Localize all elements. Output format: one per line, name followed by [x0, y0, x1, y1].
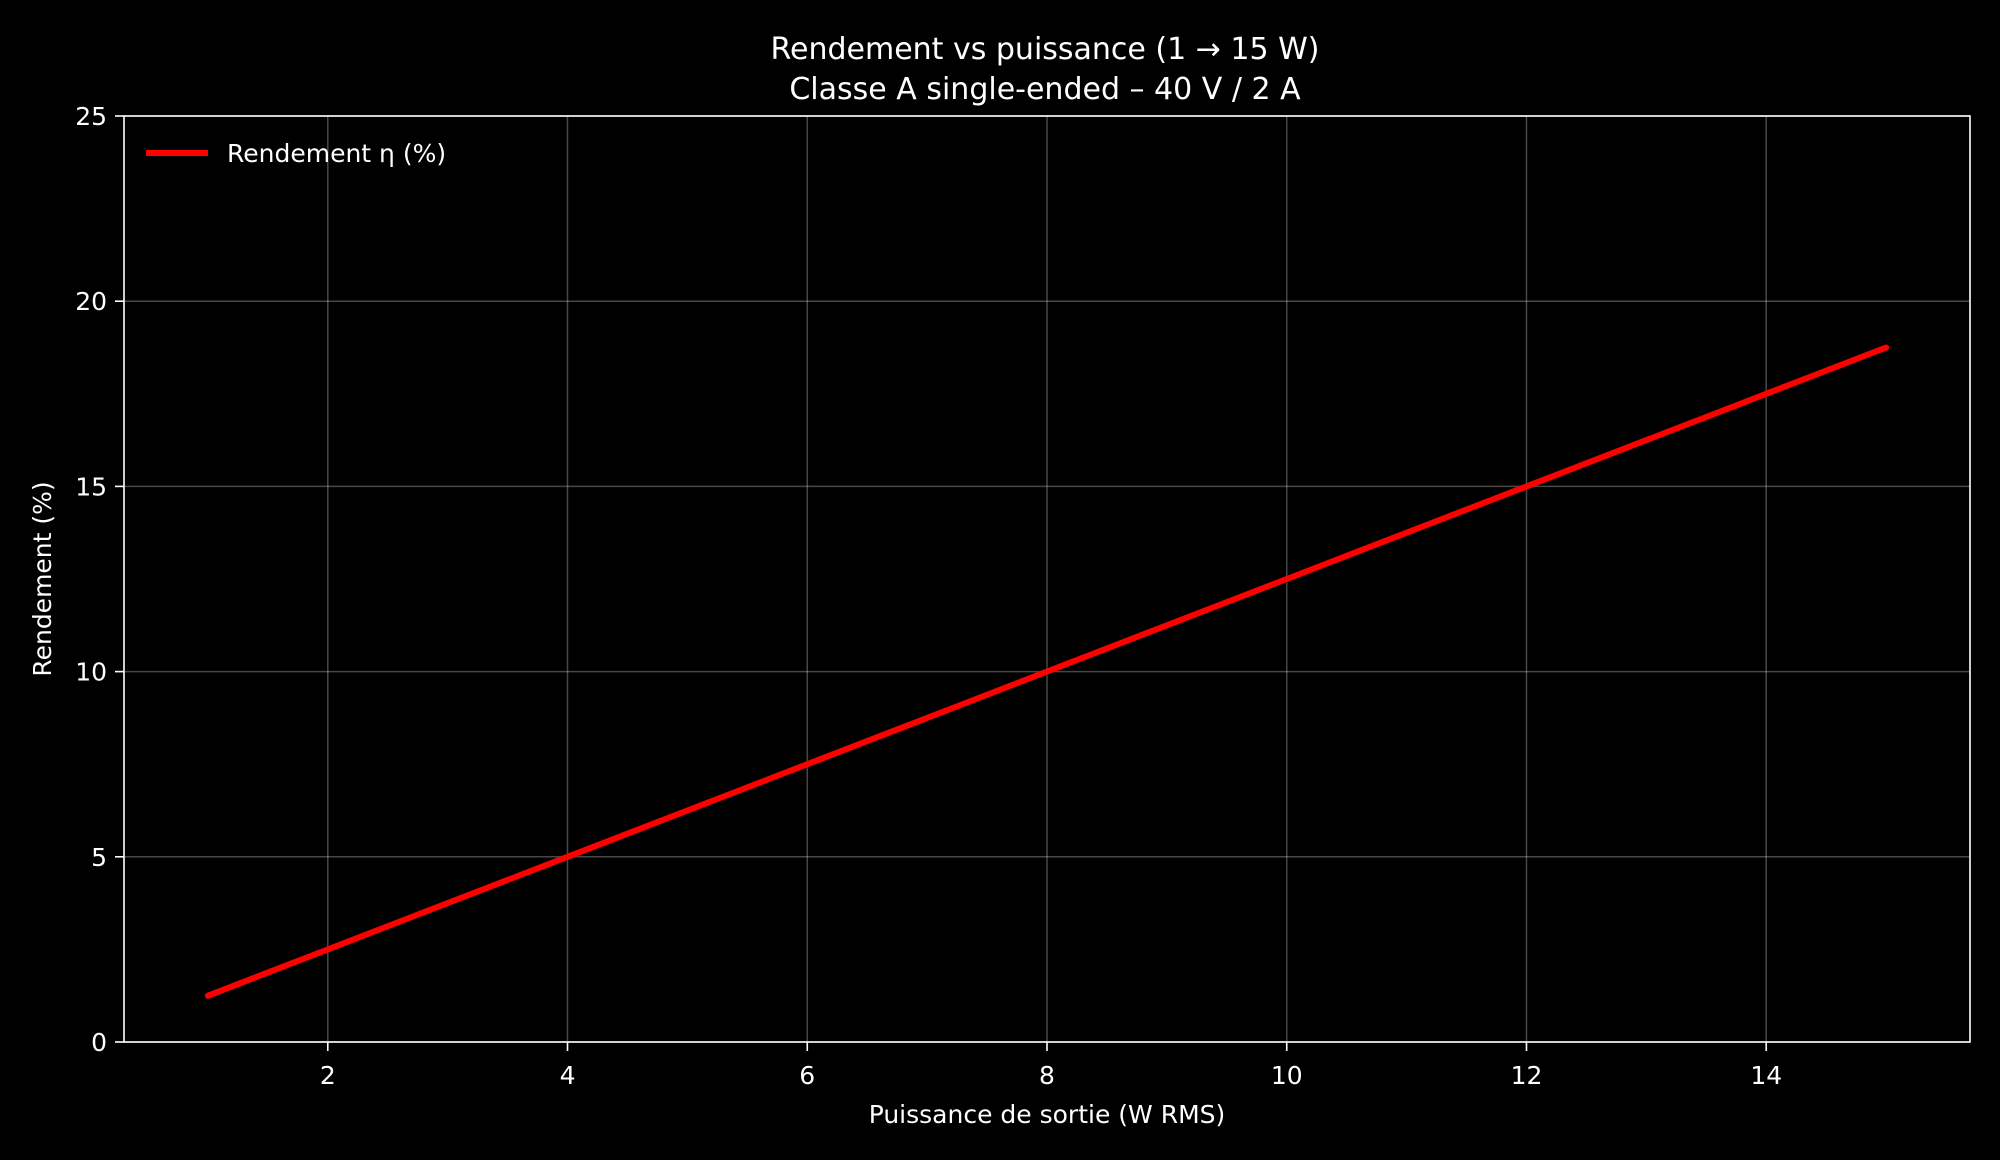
y-axis-label: Rendement (%) — [28, 481, 57, 676]
y-axis-ticks: 0 5 10 15 20 25 — [75, 102, 124, 1057]
x-tick-label: 10 — [1271, 1061, 1303, 1090]
y-tick-label: 0 — [91, 1028, 107, 1057]
y-tick-label: 5 — [91, 843, 107, 872]
x-tick-label: 14 — [1750, 1061, 1782, 1090]
x-tick-label: 4 — [560, 1061, 576, 1090]
series-line-rendement — [204, 344, 1890, 999]
y-tick-label: 25 — [75, 102, 107, 131]
x-tick-label: 12 — [1511, 1061, 1543, 1090]
x-tick-label: 6 — [799, 1061, 815, 1090]
y-tick-label: 15 — [75, 472, 107, 501]
legend: Rendement η (%) — [146, 139, 446, 168]
x-axis-ticks: 2 4 6 8 10 12 14 — [320, 1042, 1782, 1090]
y-tick-label: 20 — [75, 287, 107, 316]
y-tick-label: 10 — [75, 658, 107, 687]
chart-subtitle: Classe A single-ended – 40 V / 2 A — [789, 72, 1301, 107]
x-tick-label: 2 — [320, 1061, 336, 1090]
x-axis-label: Puissance de sortie (W RMS) — [869, 1100, 1226, 1129]
chart-title: Rendement vs puissance (1 → 15 W) — [771, 32, 1320, 67]
series-layer — [204, 344, 1890, 999]
x-tick-label: 8 — [1039, 1061, 1055, 1090]
legend-label: Rendement η (%) — [227, 139, 446, 168]
